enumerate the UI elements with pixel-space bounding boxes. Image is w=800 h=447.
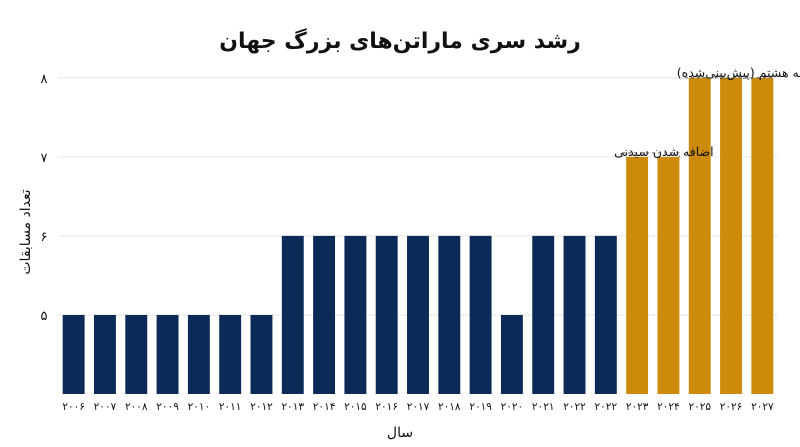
y-tick-label: ۷ — [41, 151, 48, 166]
bar — [657, 156, 680, 394]
x-tick-label: ۲۰۱۱ — [219, 401, 242, 413]
x-axis-ticks: ۲۰۰۶ ۲۰۰۷ ۲۰۰۸ ۲۰۰۹ ۲۰۱۰ ۲۰۱۱ ۲۰۱۲ ۲۰۱۳ ۲۰۱۴ ۲۰۱۵… — [62, 401, 774, 413]
bar — [720, 77, 742, 395]
x-axis-label: سال — [387, 425, 413, 441]
x-tick-label: ۲۰۰۸ — [125, 401, 148, 413]
x-tick-label: ۲۰۲۴ — [657, 401, 680, 413]
bar — [375, 235, 398, 394]
y-axis-label: تعداد مسابقات — [18, 189, 34, 274]
bar — [751, 77, 774, 395]
x-tick-label: ۲۰۱۵ — [344, 401, 367, 413]
x-tick-label: ۲۰۲۲ — [595, 401, 618, 413]
x-tick-label: ۲۰۲۰ — [501, 401, 524, 413]
x-tick-label: ۲۰۱۲ — [250, 401, 273, 413]
y-tick-label: ۵ — [41, 309, 48, 324]
x-tick-label: ۲۰۲۷ — [751, 401, 774, 413]
bar — [344, 235, 367, 394]
annotation-label: مسابقه هشتم (پیش‌بینی‌شده) — [677, 65, 800, 81]
bar — [500, 314, 523, 394]
annotation-label: اضافه شدن سیدنی — [614, 144, 713, 159]
bar — [187, 314, 210, 394]
x-tick-label: ۲۰۲۵ — [688, 401, 711, 413]
bar — [407, 235, 429, 394]
y-tick-label: ۸ — [41, 72, 48, 87]
bar — [281, 235, 304, 394]
x-tick-label: ۲۰۱۸ — [438, 401, 461, 413]
bar — [94, 314, 116, 394]
x-tick-label: ۲۰۰۹ — [156, 401, 179, 413]
bar — [250, 314, 273, 394]
bar — [125, 314, 148, 394]
bar — [469, 235, 492, 394]
y-axis-ticks: ۵ ۶ ۷ ۸ — [41, 72, 48, 324]
chart-title: رشد سری ماراتن‌های بزرگ جهان — [219, 28, 581, 54]
bar — [313, 235, 336, 394]
bar — [688, 77, 711, 395]
bar — [219, 314, 242, 394]
bar — [438, 235, 461, 394]
bar — [594, 235, 617, 394]
bar — [62, 314, 85, 394]
x-tick-label: ۲۰۱۳ — [282, 401, 305, 413]
x-tick-label: ۲۰۲۶ — [720, 401, 743, 413]
x-tick-label: ۲۰۰۶ — [62, 401, 85, 413]
x-tick-label: ۲۰۲۳ — [626, 401, 649, 413]
x-tick-label: ۲۰۱۹ — [469, 401, 492, 413]
x-tick-label: ۲۰۱۰ — [188, 401, 211, 413]
bar — [563, 235, 586, 394]
bar — [532, 235, 555, 394]
annotations: مسابقه هشتم (پیش‌بینی‌شده) اضافه شدن سیدن… — [614, 65, 800, 159]
x-tick-label: ۲۰۰۷ — [94, 401, 117, 413]
annotation-leader — [622, 152, 680, 157]
x-tick-label: ۲۰۲۲ — [563, 401, 586, 413]
x-tick-label: ۲۰۱۴ — [313, 401, 336, 413]
x-tick-label: ۲۰۲۱ — [532, 401, 555, 413]
x-tick-label: ۲۰۱۶ — [375, 401, 398, 413]
x-tick-label: ۲۰۱۷ — [407, 401, 430, 413]
bars — [62, 77, 774, 395]
y-tick-label: ۶ — [41, 230, 48, 245]
bar — [626, 156, 649, 394]
bar — [156, 314, 179, 394]
